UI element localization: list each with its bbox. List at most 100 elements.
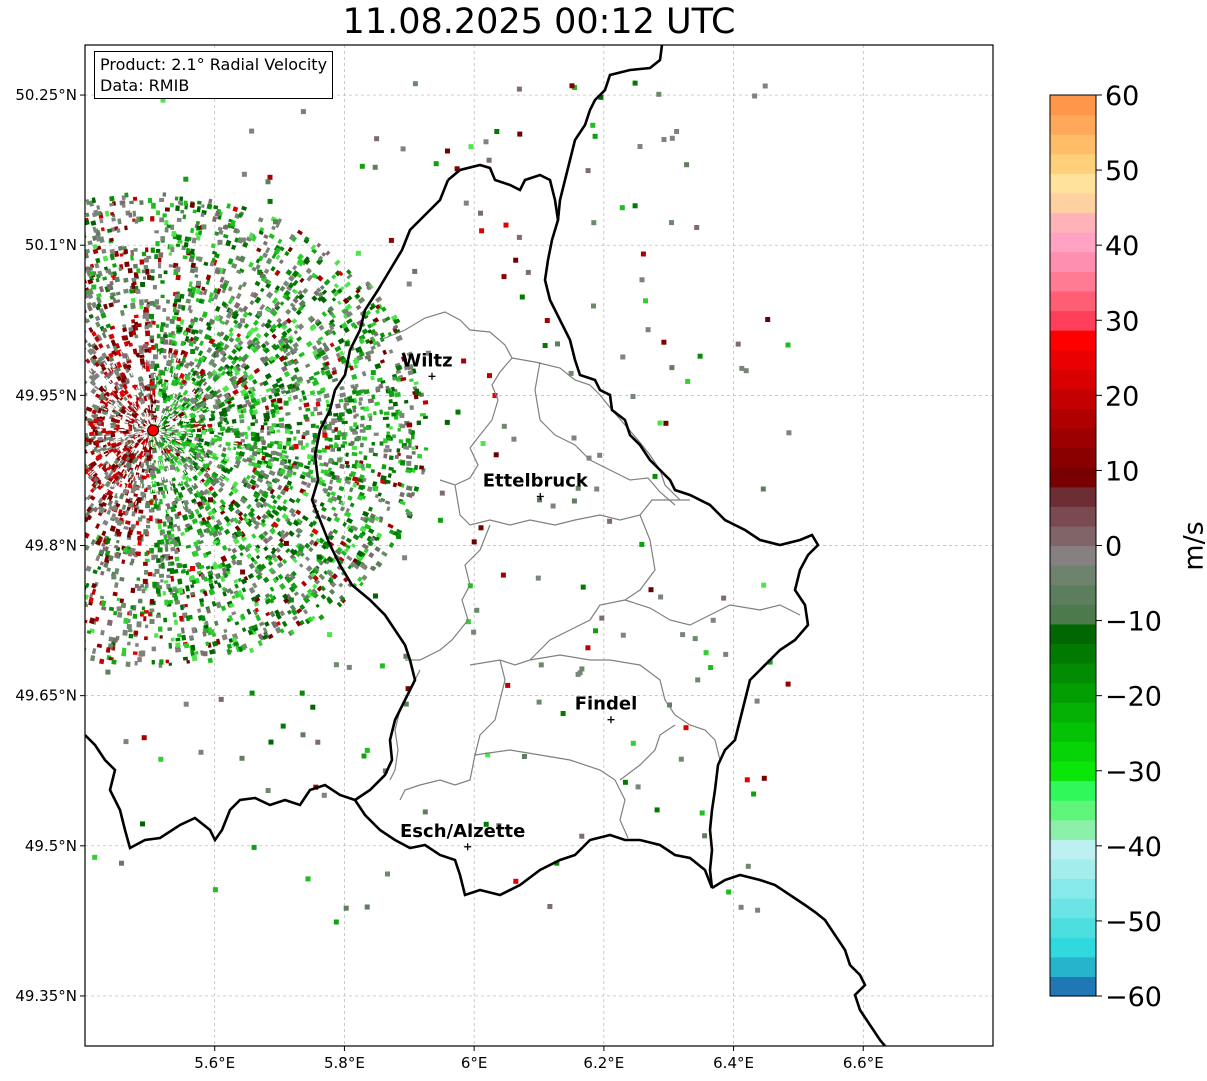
radar-echo (162, 355, 167, 360)
radar-echo (189, 635, 194, 640)
radar-echo (73, 624, 78, 630)
radar-echo (385, 445, 390, 449)
radar-echo (133, 428, 138, 433)
radar-echo (199, 368, 206, 376)
radar-echo (143, 264, 149, 270)
radar-echo (404, 399, 409, 404)
radar-echo (78, 225, 84, 231)
radar-echo (350, 440, 355, 446)
radar-echo (133, 321, 139, 326)
radar-echo (75, 514, 81, 520)
radar-echo (65, 429, 70, 434)
radar-echo (330, 491, 336, 497)
radar-echo (69, 507, 76, 514)
radar-echo (38, 432, 43, 437)
radar-echo (57, 560, 64, 567)
radar-echo (31, 495, 37, 501)
radar-echo (135, 643, 139, 647)
radar-echo (270, 494, 276, 500)
radar-echo (359, 429, 366, 433)
radar-echo (330, 447, 336, 453)
radar-echo (136, 621, 142, 628)
radar-echo (337, 430, 341, 436)
radar-echo (331, 418, 338, 424)
radar-echo (262, 530, 269, 537)
radar-echo (97, 335, 103, 342)
radar-echo (32, 325, 36, 329)
radar-echo (75, 457, 82, 463)
radar-echo (136, 530, 142, 535)
radar-echo (0, 482, 4, 488)
radar-echo (63, 337, 68, 342)
radar-echo (17, 328, 23, 334)
radar-echo (91, 588, 97, 596)
radar-echo (41, 473, 46, 479)
radar-echo (137, 535, 142, 541)
radar-echo (199, 370, 206, 378)
radar-echo (21, 361, 27, 367)
radar-echo (8, 385, 12, 389)
radar-echo (36, 634, 40, 638)
radar-echo (132, 524, 136, 529)
radar-echo (54, 561, 60, 568)
radar-echo (123, 288, 129, 294)
radar-echo (51, 458, 58, 464)
radar-echo (177, 431, 181, 437)
radar-echo (219, 575, 226, 583)
radar-echo (308, 546, 314, 553)
radar-echo (4, 298, 10, 304)
radar-echo (387, 406, 394, 411)
radar-echo (64, 305, 69, 310)
radar-echo (49, 376, 54, 381)
radar-echo (68, 335, 73, 340)
radar-echo (287, 334, 295, 342)
radar-echo (19, 236, 24, 241)
radar-echo (77, 651, 83, 658)
radar-echo (254, 280, 261, 287)
radar-echo (411, 446, 417, 451)
radar-echo (73, 306, 78, 312)
radar-echo (347, 410, 353, 415)
radar-echo (78, 459, 83, 464)
radar-echo (76, 471, 81, 476)
radar-echo (90, 539, 96, 546)
radar-echo (228, 327, 234, 333)
radar-echo (274, 626, 282, 634)
radar-echo (144, 569, 149, 575)
radar-echo (32, 515, 38, 521)
radar-echo (49, 438, 53, 443)
radar-echo (135, 551, 141, 557)
radar-echo (47, 341, 53, 347)
radar-echo (51, 354, 59, 361)
radar-echo (49, 344, 56, 351)
radar-echo (322, 429, 327, 434)
radar-echo (147, 197, 153, 204)
radar-echo (215, 392, 223, 400)
radar-echo (22, 375, 28, 381)
radar-echo (18, 607, 24, 613)
radar-echo (24, 520, 30, 526)
radar-echo (47, 567, 52, 572)
radar-echo (36, 367, 42, 373)
radar-echo (144, 312, 150, 318)
radar-echo (113, 610, 118, 616)
radar-echo (35, 422, 39, 426)
radar-echo (250, 431, 256, 437)
radar-echo (12, 371, 16, 375)
radar-echo (284, 575, 293, 584)
radar-echo (150, 372, 155, 380)
radar-echo (67, 327, 73, 333)
radar-echo (76, 568, 82, 575)
radar-echo (232, 537, 240, 545)
radar-echo (110, 425, 116, 429)
radar-echo (220, 555, 228, 563)
radar-echo (234, 583, 239, 589)
radar-echo (18, 346, 25, 352)
radar-echo (345, 452, 349, 457)
radar-echo (261, 440, 266, 446)
radar-echo (6, 426, 10, 431)
radar-echo (159, 217, 165, 223)
radar-echo (23, 256, 29, 262)
radar-echo (252, 319, 259, 326)
radar-echo (8, 307, 13, 312)
